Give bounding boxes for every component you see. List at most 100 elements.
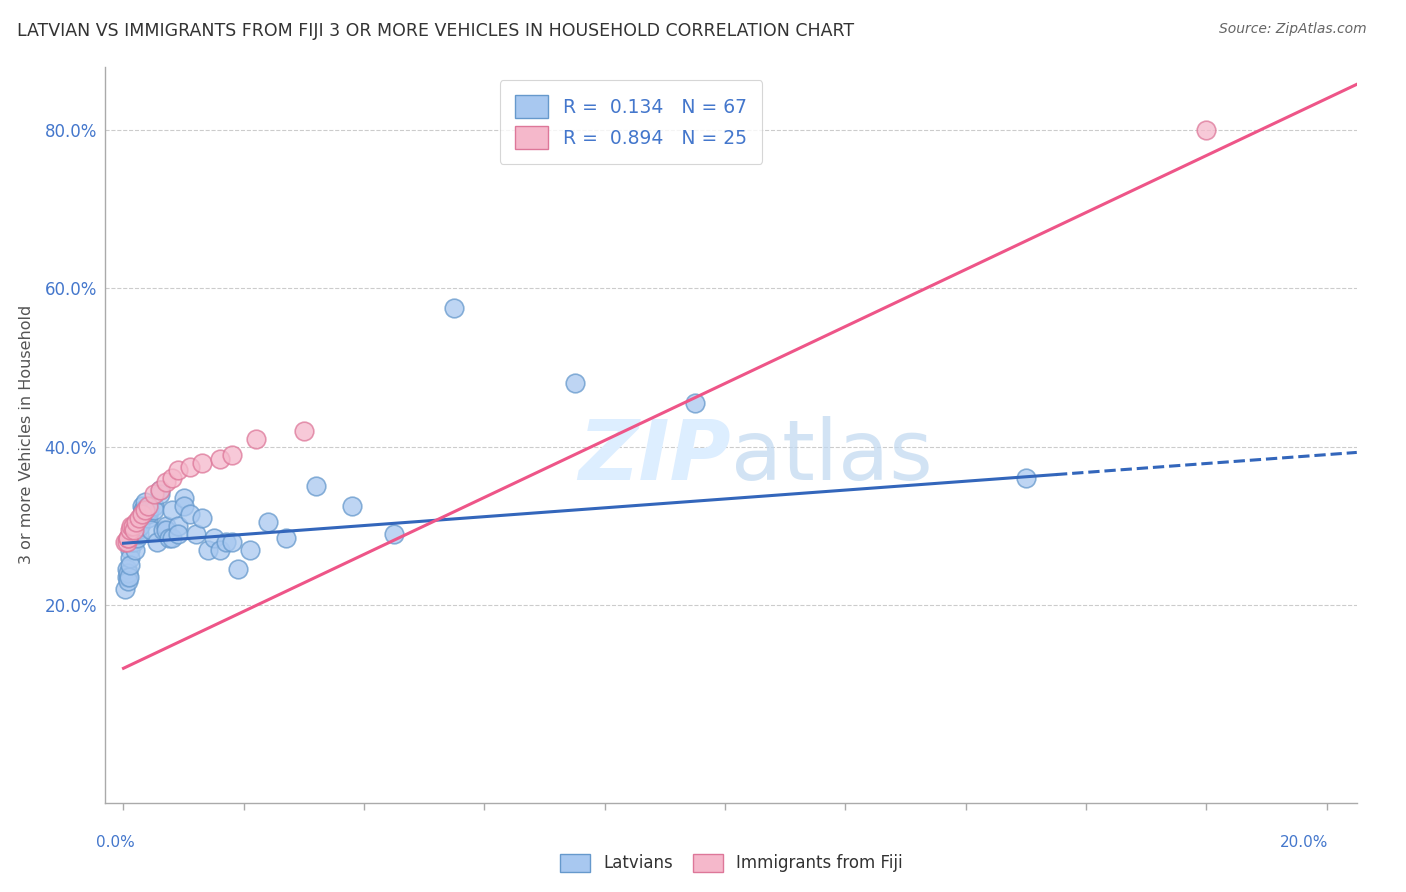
Point <box>136 507 159 521</box>
Point <box>134 503 156 517</box>
Point <box>184 526 207 541</box>
Point <box>131 507 153 521</box>
Point <box>382 526 405 541</box>
Point <box>122 526 145 541</box>
Point <box>305 479 328 493</box>
Point <box>292 424 315 438</box>
Point <box>155 523 177 537</box>
Point <box>149 483 172 498</box>
Point <box>136 511 159 525</box>
Point <box>118 570 141 584</box>
Point <box>131 507 153 521</box>
Point <box>122 531 145 545</box>
Point <box>114 534 136 549</box>
Point <box>160 531 183 545</box>
Point <box>124 523 146 537</box>
Text: Source: ZipAtlas.com: Source: ZipAtlas.com <box>1219 22 1367 37</box>
Point <box>142 499 165 513</box>
Point <box>226 562 249 576</box>
Point <box>118 558 141 573</box>
Point <box>115 562 138 576</box>
Point <box>138 503 160 517</box>
Point <box>239 542 262 557</box>
Point <box>564 376 586 391</box>
Point <box>221 448 243 462</box>
Point <box>245 432 267 446</box>
Point <box>129 519 152 533</box>
Point <box>179 459 201 474</box>
Point <box>160 503 183 517</box>
Point <box>152 523 174 537</box>
Point <box>124 519 146 533</box>
Point <box>132 503 155 517</box>
Point <box>149 487 172 501</box>
Point <box>145 534 167 549</box>
Point <box>120 534 142 549</box>
Point <box>274 531 297 545</box>
Point <box>215 534 238 549</box>
Text: LATVIAN VS IMMIGRANTS FROM FIJI 3 OR MORE VEHICLES IN HOUSEHOLD CORRELATION CHAR: LATVIAN VS IMMIGRANTS FROM FIJI 3 OR MOR… <box>17 22 853 40</box>
Point <box>121 526 143 541</box>
Point <box>117 531 139 545</box>
Point <box>139 523 162 537</box>
Point <box>117 574 139 589</box>
Point <box>443 301 465 316</box>
Point <box>128 519 150 533</box>
Point <box>1015 471 1038 485</box>
Point <box>1195 123 1218 137</box>
Point <box>197 542 219 557</box>
Point <box>157 531 180 545</box>
Point <box>120 531 142 545</box>
Point <box>166 526 188 541</box>
Point <box>221 534 243 549</box>
Point <box>142 487 165 501</box>
Point <box>114 582 136 596</box>
Point <box>190 456 212 470</box>
Point <box>340 499 363 513</box>
Point <box>125 531 148 545</box>
Point <box>190 511 212 525</box>
Point <box>208 542 231 557</box>
Point <box>257 515 280 529</box>
Point <box>124 542 146 557</box>
Point <box>166 519 188 533</box>
Legend: Latvians, Immigrants from Fiji: Latvians, Immigrants from Fiji <box>553 847 910 880</box>
Y-axis label: 3 or more Vehicles in Household: 3 or more Vehicles in Household <box>18 305 34 565</box>
Point <box>202 531 225 545</box>
Point <box>166 463 188 477</box>
Point <box>142 503 165 517</box>
Point <box>121 526 143 541</box>
Point <box>179 507 201 521</box>
Point <box>120 519 142 533</box>
Point <box>124 526 146 541</box>
Point <box>117 531 139 545</box>
Point <box>134 495 156 509</box>
Point <box>118 523 141 537</box>
Text: 20.0%: 20.0% <box>1281 836 1329 850</box>
Point <box>124 515 146 529</box>
Point <box>121 519 143 533</box>
Point <box>208 451 231 466</box>
Point <box>127 523 149 537</box>
Point <box>128 526 150 541</box>
Point <box>160 471 183 485</box>
Text: atlas: atlas <box>731 417 932 498</box>
Text: 0.0%: 0.0% <box>96 836 135 850</box>
Point <box>117 566 139 581</box>
Point <box>118 542 141 557</box>
Point <box>155 475 177 490</box>
Point <box>128 511 150 525</box>
Point <box>115 534 138 549</box>
Point <box>136 499 159 513</box>
Point <box>132 503 155 517</box>
Point <box>683 396 706 410</box>
Point <box>149 483 172 498</box>
Point <box>131 499 153 513</box>
Point <box>124 534 146 549</box>
Point <box>155 519 177 533</box>
Point <box>173 491 195 505</box>
Point <box>115 570 138 584</box>
Point <box>173 499 195 513</box>
Text: ZIP: ZIP <box>578 417 731 498</box>
Point <box>118 550 141 565</box>
